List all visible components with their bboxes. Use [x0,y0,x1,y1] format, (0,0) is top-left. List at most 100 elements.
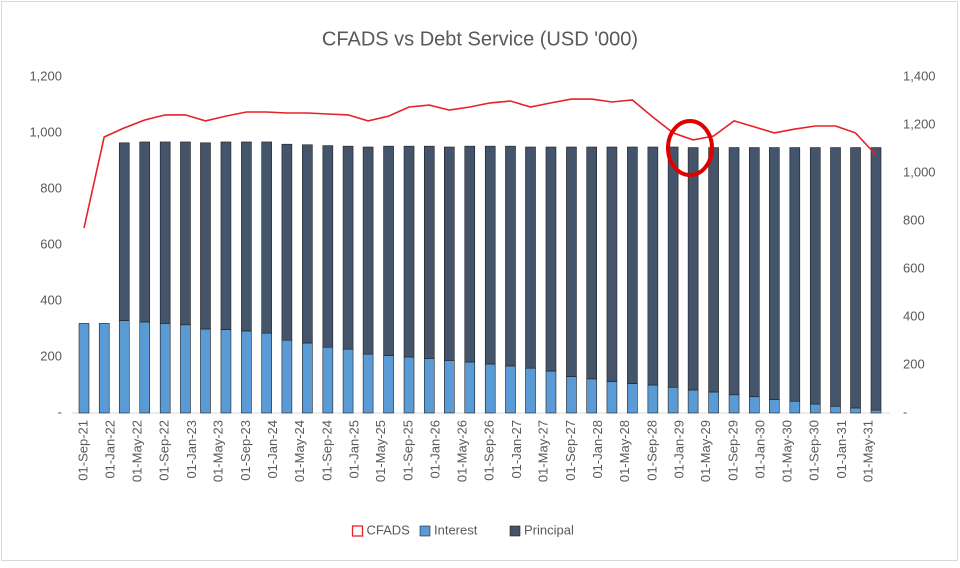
bar [566,376,577,414]
bar [789,147,801,402]
bar [241,141,252,332]
bar [525,367,536,414]
bar [809,147,821,405]
x-tick-label: 01-May-23 [210,420,225,482]
bar [484,363,496,414]
bar [769,147,780,400]
bar [627,383,638,414]
bar [749,147,760,398]
bar [383,355,394,414]
bar [118,320,130,414]
legend-label: CFADS [367,522,411,537]
bar [139,321,151,414]
x-tick-label: 01-May-31 [861,420,876,482]
legend-swatch [509,525,521,537]
legend-label: Interest [434,522,478,537]
y2-tick-label: 200 [903,356,925,371]
bar [98,323,110,414]
legend-swatch [351,525,364,537]
x-tick-label: 01-May-25 [373,420,388,482]
x-tick-label: 01-Sep-23 [238,420,253,481]
line [83,98,877,229]
y2-tick-label: 800 [903,212,925,227]
bar [322,145,334,348]
bar [362,353,374,414]
bar [180,141,191,326]
x-tick-label: 01-May-27 [536,420,551,482]
bar [159,141,171,324]
legend-label: Principal [524,522,574,537]
y-tick-label: 200 [40,348,62,363]
bar [78,323,90,414]
bar [403,145,415,358]
chart-title: CFADS vs Debt Service (USD '000) [322,28,638,50]
bar [200,328,211,414]
bar [302,144,313,344]
bar [647,146,659,386]
bar [139,141,151,323]
x-tick-label: 01-Sep-24 [319,420,334,481]
plot-area: - 200 400 600 800 1,000 1,200 - 200 400 600 800 1,00… [29,68,935,537]
bar [728,147,740,396]
bar [383,145,394,356]
bar [850,147,861,409]
bar [545,370,557,414]
x-tick-label: 01-May-22 [129,420,144,482]
bar [606,381,618,414]
bar [403,356,415,414]
bar [525,146,536,369]
bar [870,409,882,414]
highlight-circle [666,119,714,177]
bar [261,141,272,334]
bar [809,403,821,414]
y-tick-label: 800 [40,180,62,195]
x-tick-label: 01-Jan-28 [590,420,605,479]
bar [566,146,577,377]
bar [606,146,618,382]
x-tick-label: 01-Sep-26 [482,420,497,481]
bar [464,361,476,414]
y-tick-label: - [58,404,62,419]
bar [708,147,719,393]
bar [647,384,659,414]
bar [342,348,354,414]
bar [342,145,354,350]
x-tick-label: 01-May-28 [617,420,632,482]
bar [627,146,638,384]
x-tick-label: 01-May-29 [698,420,713,482]
bar [769,399,780,414]
bar [728,394,740,414]
x-tick-label: 01-Jan-25 [346,420,361,479]
bar [687,389,699,414]
bar [708,391,719,414]
bar [423,358,435,414]
y-tick-label: 400 [40,292,62,307]
bar [464,145,476,363]
bar [443,146,455,361]
y2-tick-label: - [903,404,907,419]
bar [830,405,841,414]
bar [789,400,801,414]
x-tick-label: 01-Sep-28 [644,420,659,481]
y2-tick-label: 1,200 [903,116,936,131]
y2-tick-label: 600 [903,260,925,275]
bar [667,386,679,414]
bar [586,146,597,380]
bar [362,146,374,355]
bar [830,147,841,407]
bar [423,145,435,359]
x-tick-label: 01-Sep-22 [157,420,172,481]
x-tick-label: 01-May-30 [779,420,794,482]
bar [322,346,334,414]
bar [505,365,516,414]
bar [180,324,191,414]
bar [484,145,496,365]
bar [443,360,455,414]
bar [545,146,557,372]
bar [586,378,597,414]
bar [870,147,882,411]
bar [241,330,252,414]
legend-swatch [419,525,431,537]
x-tick-label: 01-May-26 [454,420,469,482]
